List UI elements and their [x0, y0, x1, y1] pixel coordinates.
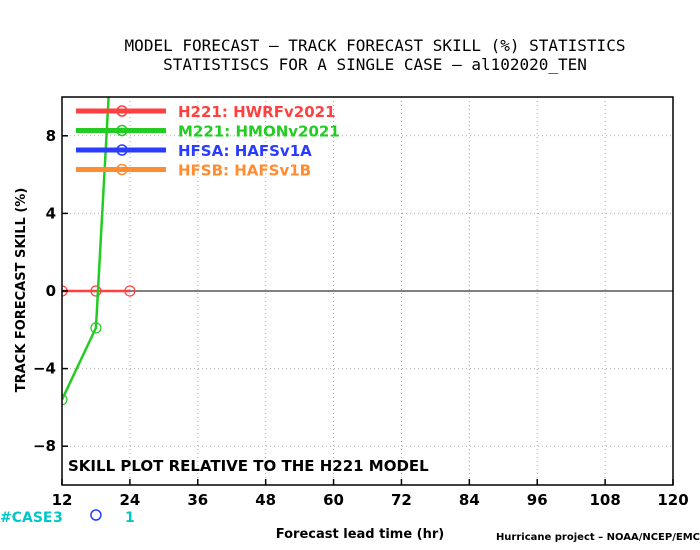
legend-marker	[116, 124, 128, 137]
series-point	[90, 285, 102, 297]
y-tick-label: 0	[46, 282, 56, 300]
x-tick-label: 84	[459, 491, 480, 509]
x-tick-label: 36	[187, 491, 208, 509]
legend-label: HFSA: HAFSv1A	[178, 142, 312, 160]
legend-label: H221: HWRFv2021	[178, 103, 336, 121]
series-point	[62, 394, 68, 406]
x-tick-label: 12	[52, 491, 73, 509]
y-axis-ticks: −8 −4 0 4 8	[33, 127, 68, 455]
x-tick-label: 96	[527, 491, 548, 509]
case-count-label: #CASE	[0, 510, 53, 526]
x-tick-label: 120	[657, 491, 688, 509]
y-tick-label: 4	[46, 204, 56, 222]
legend-marker	[116, 144, 128, 156]
x-tick-label: 60	[323, 491, 344, 509]
grid-lines	[62, 97, 673, 485]
x-tick-label: 48	[255, 491, 276, 509]
x-tick-label: 72	[391, 491, 412, 509]
x-axis-ticks: 12 24 36 48 60 72 84 96 108 120	[52, 479, 689, 509]
y-tick-label: 8	[46, 127, 56, 145]
case-count-value: 1	[125, 510, 135, 526]
y-axis-label: TRACK FORECAST SKILL (%)	[14, 188, 29, 393]
case-count-value: 3	[53, 510, 63, 526]
chart-title: MODEL FORECAST – TRACK FORECAST SKILL (%…	[125, 36, 626, 55]
case-marker-circle	[90, 509, 102, 521]
series-group	[62, 97, 136, 406]
legend-label: HFSB: HAFSv1B	[178, 162, 311, 180]
credit-text: Hurricane project – NOAA/NCEP/EMC	[496, 532, 700, 543]
y-tick-label: −8	[33, 437, 56, 455]
x-tick-label: 108	[589, 491, 620, 509]
legend-marker	[116, 105, 128, 117]
chart-subtitle: STATISTISCS FOR A SINGLE CASE – al102020…	[163, 55, 587, 74]
skill-annotation: SKILL PLOT RELATIVE TO THE H221 MODEL	[68, 457, 429, 475]
x-tick-label: 24	[119, 491, 140, 509]
series-point	[124, 285, 136, 297]
legend-marker	[116, 163, 128, 176]
legend-label: M221: HMONv2021	[178, 123, 340, 141]
series-point	[90, 322, 102, 334]
y-tick-label: −4	[33, 360, 56, 378]
x-axis-label: Forecast lead time (hr)	[276, 527, 444, 542]
series-line	[62, 97, 110, 401]
